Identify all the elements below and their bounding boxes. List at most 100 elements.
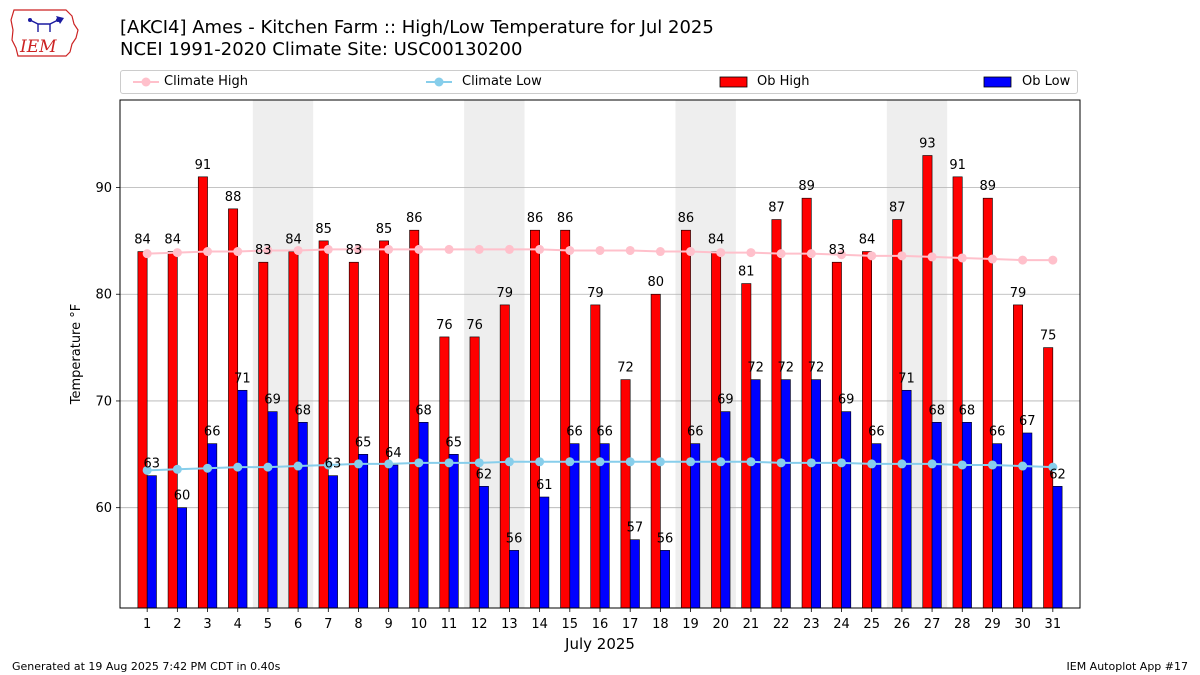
climate-high-point <box>686 247 696 257</box>
ob-high-bar <box>499 304 510 609</box>
ob-high-bar <box>1013 304 1023 609</box>
ob-low-bar <box>569 443 580 609</box>
x-axis-label: July 2025 <box>564 635 635 653</box>
climate-high-point <box>716 248 726 258</box>
ob-low-bar <box>448 454 459 609</box>
ob-high-label: 93 <box>919 136 936 151</box>
ob-low-label: 66 <box>566 425 583 440</box>
climate-low-point <box>837 458 847 468</box>
climate-high-point <box>897 251 907 261</box>
ob-high-bar <box>228 208 239 609</box>
ob-low-bar <box>1052 486 1063 609</box>
ob-low-bar <box>599 443 610 609</box>
ob-high-bar <box>952 176 963 609</box>
ob-high-label: 79 <box>497 286 514 301</box>
ob-low-bar <box>690 443 701 609</box>
ob-low-label: 63 <box>325 457 342 472</box>
ob-low-label: 69 <box>717 393 734 408</box>
ob-low-bar <box>811 379 821 609</box>
app-label: IEM Autoplot App #17 <box>1066 660 1189 673</box>
y-tick-label: 80 <box>95 288 112 303</box>
ob-low-label: 72 <box>778 361 795 376</box>
ob-low-bar <box>780 379 791 609</box>
ob-low-bar <box>720 411 731 609</box>
ob-low-label: 69 <box>838 393 855 408</box>
ob-low-bar <box>750 379 761 609</box>
x-tick-label: 17 <box>622 617 639 632</box>
ob-low-bar <box>901 389 912 609</box>
ob-low-bar <box>871 443 882 609</box>
ob-high-label: 83 <box>829 243 846 258</box>
ob-high-bar <box>167 251 178 609</box>
climate-high-point <box>504 244 514 254</box>
ob-low-bar <box>146 475 157 609</box>
iem-logo: IEM <box>10 9 79 57</box>
x-tick-label: 4 <box>234 617 242 632</box>
ob-low-label: 62 <box>1049 467 1066 482</box>
chart-title: [AKCI4] Ames - Kitchen Farm :: High/Low … <box>120 17 714 38</box>
ob-high-label: 84 <box>285 233 302 248</box>
climate-low-point <box>565 457 575 467</box>
ob-high-bar <box>590 304 601 609</box>
ob-high-label: 83 <box>255 243 272 258</box>
climate-high-point <box>1018 255 1028 265</box>
climate-low-point <box>686 457 696 467</box>
ob-low-label: 66 <box>204 425 221 440</box>
ob-high-bar <box>801 197 812 609</box>
climate-low-point <box>323 460 333 470</box>
ob-low-bar <box>388 464 399 609</box>
ob-high-bar <box>409 229 420 609</box>
ob-high-label: 91 <box>195 158 212 173</box>
climate-low-point <box>384 459 394 469</box>
climate-low-point <box>987 460 997 470</box>
climate-high-point <box>535 244 545 254</box>
ob-low-bar <box>539 496 550 609</box>
ob-high-label: 85 <box>315 222 332 237</box>
x-tick-label: 30 <box>1014 617 1031 632</box>
ob-high-bar <box>379 240 389 609</box>
ob-high-label: 88 <box>225 190 242 205</box>
climate-low-point <box>806 458 816 468</box>
ob-high-label: 80 <box>647 275 664 290</box>
ob-high-label: 79 <box>587 286 604 301</box>
x-tick-label: 5 <box>264 617 272 632</box>
climate-low-point <box>504 457 514 467</box>
ob-low-label: 66 <box>596 425 613 440</box>
ob-low-bar <box>931 422 942 609</box>
climate-low-point <box>625 457 635 467</box>
ob-high-label: 75 <box>1040 329 1057 344</box>
ob-high-label: 89 <box>980 179 997 194</box>
climate-low-point <box>746 457 756 467</box>
x-tick-label: 18 <box>652 617 669 632</box>
climate-high-point <box>172 248 182 258</box>
ob-high-label: 72 <box>617 361 634 376</box>
ob-high-bar <box>560 229 571 609</box>
climate-high-point <box>776 249 786 259</box>
y-tick-label: 70 <box>95 394 112 409</box>
ob-high-bar <box>137 251 148 609</box>
ob-high-label: 86 <box>527 211 544 226</box>
ob-high-label: 91 <box>949 158 966 173</box>
ob-high-label: 87 <box>768 201 785 216</box>
ob-low-label: 69 <box>264 393 281 408</box>
ob-high-bar <box>620 379 631 609</box>
ob-low-bar <box>660 550 670 609</box>
x-tick-label: 2 <box>173 617 181 632</box>
climate-low-point <box>172 464 182 474</box>
ob-low-label: 57 <box>627 521 644 536</box>
ob-low-bar <box>358 454 369 609</box>
ob-high-label: 76 <box>466 318 483 333</box>
ob-low-label: 62 <box>476 467 493 482</box>
climate-low-point <box>263 462 273 472</box>
x-tick-label: 27 <box>924 617 941 632</box>
ob-low-bar <box>841 411 852 609</box>
ob-high-label: 85 <box>376 222 393 237</box>
climate-high-point <box>927 252 937 262</box>
ob-low-bar <box>237 389 248 609</box>
climate-low-point <box>1048 462 1058 472</box>
ob-low-bar <box>267 411 278 609</box>
ob-low-label: 71 <box>898 371 915 386</box>
ob-high-bar <box>258 261 269 609</box>
x-tick-label: 22 <box>773 617 790 632</box>
